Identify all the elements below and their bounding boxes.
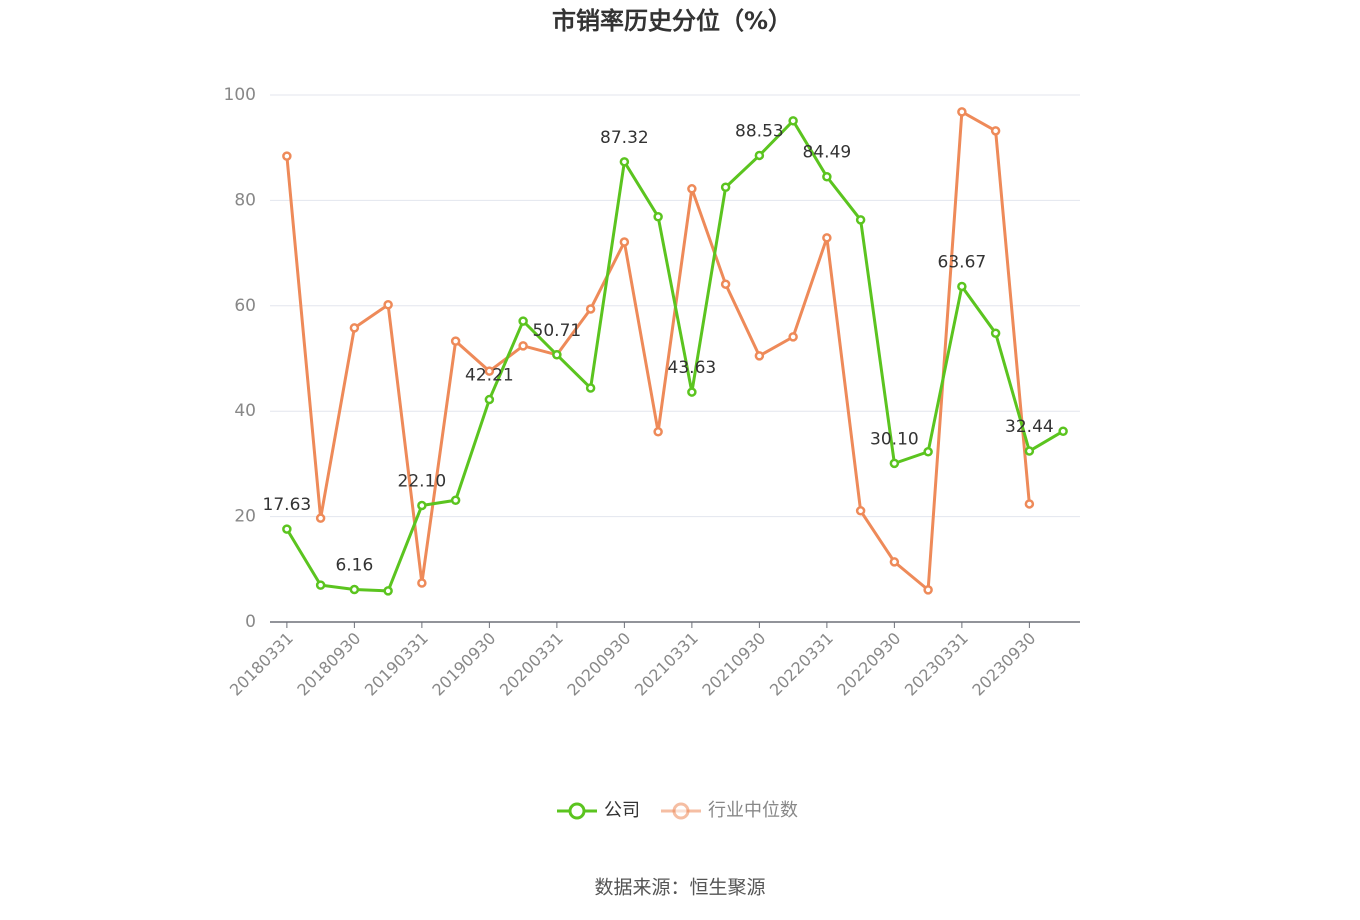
- point: [484, 366, 495, 376]
- point: [1024, 446, 1035, 456]
- data-label: 30.10: [870, 429, 919, 449]
- point: [653, 427, 663, 437]
- data-label: 87.32: [600, 128, 649, 148]
- series-line: [285, 109, 1031, 593]
- point: [754, 150, 765, 161]
- legend-marker: [672, 802, 690, 820]
- point: [484, 394, 495, 405]
- data-label: 42.21: [465, 366, 514, 386]
- point: [417, 500, 427, 511]
- legend-item[interactable]: 公司: [557, 800, 640, 821]
- y-tick-label: 20: [234, 507, 256, 527]
- y-tick-label: 100: [224, 85, 256, 105]
- point: [720, 279, 731, 289]
- y-tick-label: 80: [234, 190, 256, 210]
- point: [383, 586, 393, 596]
- y-tick-label: 0: [245, 612, 256, 632]
- data-label: 88.53: [735, 121, 784, 141]
- point: [990, 126, 1001, 136]
- x-tick-label: 20230930: [968, 629, 1039, 700]
- chart-title: 市销率历史分位（%）: [552, 7, 792, 35]
- data-label: 43.63: [668, 358, 717, 378]
- point: [923, 447, 933, 457]
- y-tick-label: 40: [234, 401, 256, 421]
- y-tick-label: 60: [234, 296, 256, 316]
- x-tick-label: 20190930: [428, 629, 499, 700]
- data-label: 17.63: [263, 495, 312, 515]
- point: [1058, 426, 1068, 436]
- data-label: 84.49: [803, 143, 852, 163]
- point: [923, 585, 933, 595]
- point: [687, 387, 697, 397]
- data-label: 32.44: [1005, 417, 1054, 437]
- point: [957, 281, 967, 292]
- point: [822, 171, 832, 182]
- point: [315, 513, 326, 523]
- point: [990, 328, 1001, 338]
- legend-label: 公司: [604, 800, 640, 821]
- point: [585, 304, 596, 314]
- point: [855, 506, 866, 516]
- point: [889, 458, 900, 469]
- source-note: 数据来源：恒生聚源: [594, 877, 765, 899]
- series-line: [285, 118, 1064, 593]
- x-tick-label: 20200331: [496, 629, 567, 700]
- x-tick-label: 20220930: [833, 629, 904, 700]
- data-label: 6.16: [335, 556, 373, 576]
- x-tick-label: 20220331: [766, 629, 837, 700]
- x-tick-label: 20230331: [901, 629, 972, 700]
- data-label: 63.67: [938, 252, 987, 272]
- point: [720, 182, 731, 192]
- data-label: 22.10: [398, 472, 447, 492]
- point: [957, 107, 967, 117]
- x-tick-label: 20180930: [293, 629, 364, 700]
- x-tick-label: 20200930: [563, 629, 634, 700]
- point: [788, 332, 798, 342]
- point: [518, 341, 528, 351]
- point: [552, 350, 562, 360]
- point: [822, 233, 832, 243]
- point: [687, 184, 697, 194]
- x-tick-label: 20190331: [361, 629, 432, 700]
- point: [585, 383, 596, 393]
- point: [889, 557, 900, 567]
- legend-label: 行业中位数: [708, 800, 798, 821]
- x-tick-label: 20180331: [226, 629, 297, 700]
- point: [619, 157, 630, 167]
- point: [282, 524, 292, 534]
- point: [788, 116, 798, 126]
- x-tick-label: 20210930: [698, 629, 769, 700]
- x-tick-label: 20210331: [631, 629, 702, 700]
- point: [383, 299, 393, 310]
- legend-marker: [568, 802, 586, 820]
- point: [619, 237, 630, 247]
- point: [349, 584, 360, 595]
- point: [450, 495, 461, 506]
- point: [653, 211, 663, 222]
- point: [450, 336, 461, 346]
- legend-item[interactable]: 行业中位数: [661, 800, 798, 821]
- point: [754, 351, 765, 361]
- point: [349, 323, 360, 333]
- point: [417, 578, 427, 588]
- data-label: 50.71: [533, 321, 582, 341]
- point: [855, 215, 866, 225]
- point: [315, 580, 326, 590]
- point: [518, 316, 528, 326]
- point: [1024, 499, 1035, 509]
- point: [282, 151, 292, 161]
